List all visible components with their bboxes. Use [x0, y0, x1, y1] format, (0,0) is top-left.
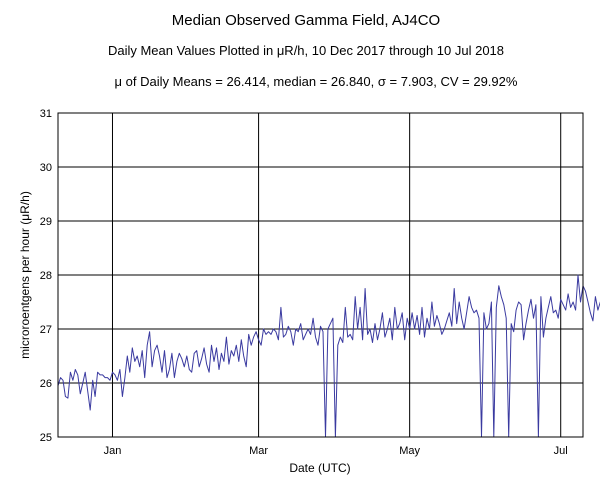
x-tick-label: Jan [104, 445, 122, 457]
y-axis: 25 26 27 28 29 30 31 [40, 108, 52, 444]
y-tick-label: 31 [40, 108, 52, 120]
y-axis-label: microroentgens per hour (μR/h) [18, 191, 32, 359]
x-tick-label: May [399, 445, 420, 457]
y-tick-label: 25 [40, 432, 52, 444]
x-tick-label: Jul [554, 445, 568, 457]
chart-subtitle: Daily Mean Values Plotted in μR/h, 10 De… [108, 43, 504, 58]
plot-frame [57, 112, 584, 438]
y-tick-label: 30 [40, 162, 52, 174]
x-axis: Jan Mar May Jul [104, 445, 568, 457]
x-axis-label: Date (UTC) [289, 461, 350, 475]
y-tick-label: 26 [40, 378, 52, 390]
chart-stats-line: μ of Daily Means = 26.414, median = 26.8… [115, 74, 518, 89]
y-tick-label: 29 [40, 216, 52, 228]
y-tick-label: 27 [40, 324, 52, 336]
chart-title: Median Observed Gamma Field, AJ4CO [172, 12, 440, 29]
x-tick-label: Mar [249, 445, 268, 457]
y-tick-label: 28 [40, 270, 52, 282]
